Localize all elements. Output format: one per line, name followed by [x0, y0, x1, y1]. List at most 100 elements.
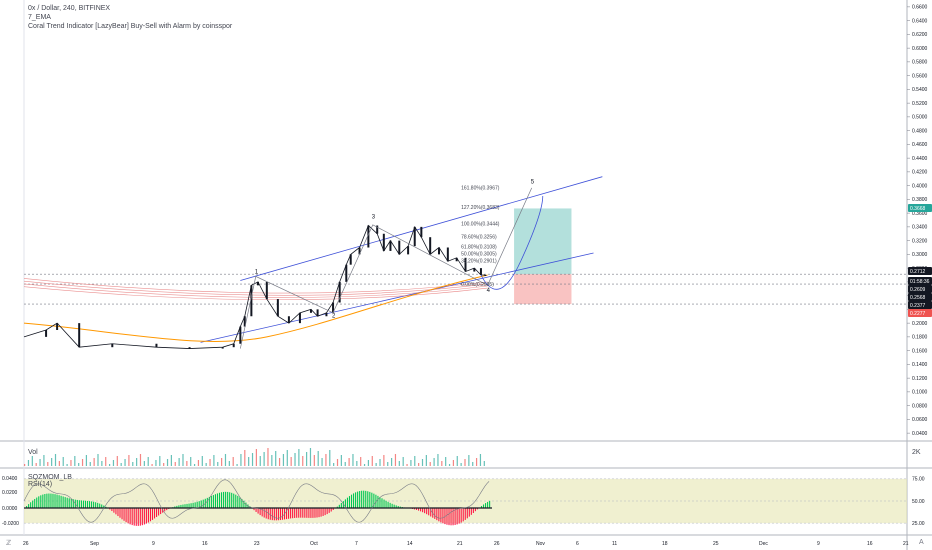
auto-scale-button[interactable]: A	[919, 539, 924, 546]
momentum-bar	[377, 495, 379, 508]
axis-settings-icon[interactable]: ⌄	[916, 3, 922, 10]
candle	[367, 225, 370, 248]
volume-bar	[213, 455, 215, 466]
volume-bar	[244, 450, 246, 466]
momentum-bar	[212, 495, 214, 508]
volume-bar	[78, 463, 80, 466]
volume-bar	[43, 455, 45, 466]
volume-bar	[479, 454, 482, 466]
volume-bar	[302, 456, 304, 466]
momentum-bar	[399, 506, 401, 508]
momentum-bar	[196, 501, 198, 508]
legend-symbol: 0x / Dollar, 240, BITFINEX	[28, 5, 111, 12]
candle	[382, 233, 385, 251]
wave-label: 1	[255, 270, 259, 276]
volume-bar	[221, 458, 223, 466]
volume-bar	[313, 455, 315, 466]
rsi-label[interactable]: RSI(14)	[28, 481, 53, 488]
momentum-bar	[470, 508, 472, 515]
momentum-bar	[105, 506, 107, 508]
momentum-bar	[26, 506, 28, 508]
volume-bar	[379, 459, 381, 466]
momentum-bar	[253, 508, 255, 511]
volume-bar	[336, 459, 339, 466]
momentum-bar	[444, 508, 446, 525]
legend-coral[interactable]: Coral Trend Indicator [LazyBear] Buy-Sel…	[28, 23, 233, 30]
momentum-bar	[184, 504, 186, 508]
volume-label[interactable]: Vol	[28, 449, 38, 456]
volume-bar	[116, 456, 118, 466]
momentum-bar	[145, 508, 147, 524]
price-marker-label: 0.2609	[910, 287, 926, 293]
volume-bar	[410, 460, 412, 466]
momentum-bar	[164, 508, 166, 512]
price-tick-label: 0.6200	[912, 32, 928, 38]
momentum-bar	[466, 508, 468, 519]
volume-bar	[425, 455, 427, 466]
momentum-bar	[233, 493, 235, 508]
fib-label: 127.20%(0.3683)	[461, 205, 500, 211]
momentum-bar	[131, 508, 133, 526]
momentum-bar	[279, 508, 281, 521]
momentum-bar	[393, 504, 395, 508]
price-tick-label: 0.1400	[912, 362, 928, 368]
momentum-bar	[88, 501, 91, 508]
momentum-bar	[95, 502, 97, 508]
volume-bar	[356, 461, 358, 466]
momentum-bar	[269, 508, 271, 520]
momentum-bar	[113, 508, 115, 513]
momentum-bar	[141, 508, 143, 526]
volume-bar	[132, 462, 134, 466]
price-tick-label: 0.4600	[912, 142, 928, 148]
price-tick-label: 0.4400	[912, 156, 928, 162]
rsi-tick-label: 50.00	[912, 499, 925, 505]
volume-bar	[298, 449, 300, 466]
time-tick-label: 25	[713, 541, 719, 547]
price-tick-label: 0.5000	[912, 115, 928, 121]
momentum-bar	[223, 491, 225, 508]
volume-bar	[108, 464, 111, 466]
momentum-bar	[326, 508, 328, 515]
timeframe-icon[interactable]: ℤ	[6, 540, 12, 547]
momentum-bar	[273, 508, 275, 521]
momentum-label[interactable]: SQZMOM_LB	[28, 474, 72, 481]
volume-bar	[51, 458, 53, 466]
volume-bar	[383, 455, 385, 466]
legend-ema[interactable]: 7_EMA	[28, 14, 51, 21]
momentum-bar	[239, 497, 241, 508]
momentum-bar	[357, 491, 359, 508]
price-tick-label: 0.6600	[912, 5, 928, 11]
candle	[250, 285, 253, 317]
volume-bar	[445, 457, 447, 466]
momentum-bar	[340, 502, 342, 508]
volume-bar	[166, 459, 169, 466]
momentum-bar	[225, 491, 227, 508]
momentum-bar	[93, 501, 95, 508]
momentum-bar	[438, 508, 440, 522]
price-tick-label: 0.6400	[912, 18, 928, 24]
momentum-bar	[277, 508, 279, 521]
volume-bar	[228, 461, 230, 466]
volume-bar	[394, 454, 397, 466]
momentum-bar	[281, 508, 284, 520]
momentum-bar	[452, 508, 454, 526]
momentum-bar	[97, 502, 99, 508]
volume-bar	[197, 460, 200, 466]
momentum-bar	[322, 508, 324, 516]
momentum-bar	[413, 508, 416, 510]
momentum-bar	[147, 508, 149, 523]
candle	[484, 275, 487, 276]
momentum-bar	[474, 508, 476, 512]
volume-bar	[70, 460, 72, 466]
momentum-bar	[448, 508, 450, 526]
volume-bar	[224, 454, 227, 466]
volume-bar	[468, 455, 470, 466]
volume-bar	[472, 462, 474, 466]
momentum-bar	[135, 508, 137, 526]
momentum-bar	[308, 508, 310, 518]
momentum-bar	[158, 508, 160, 516]
volume-bar	[143, 461, 145, 466]
candle	[358, 247, 361, 255]
momentum-bar	[82, 500, 84, 508]
